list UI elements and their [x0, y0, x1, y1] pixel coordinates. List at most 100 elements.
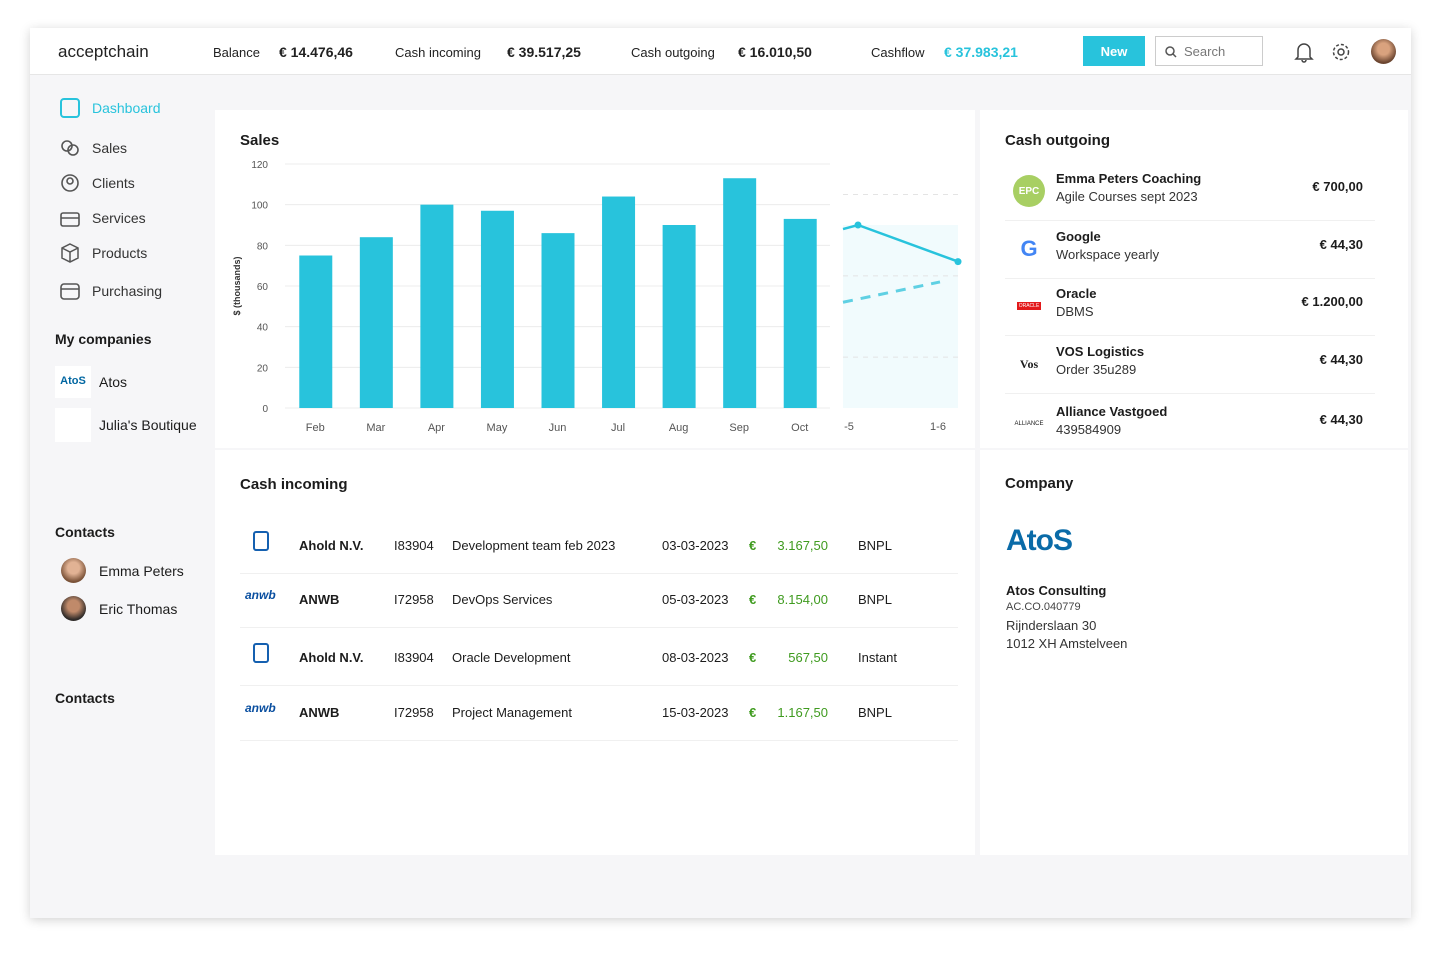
avatar: [61, 558, 86, 583]
contact-eric-thomas[interactable]: Eric Thomas: [99, 601, 178, 617]
bar: [602, 196, 636, 408]
x-tick-label: Oct: [791, 422, 808, 434]
invoice-id: I83904: [394, 650, 434, 665]
logo-text: G: [1020, 236, 1038, 261]
sidebar-item-dashboard[interactable]: Dashboard: [60, 98, 161, 118]
search-input[interactable]: Search: [1155, 36, 1263, 66]
sidebar-item-services[interactable]: Services: [60, 208, 146, 228]
user-avatar[interactable]: [1371, 39, 1396, 64]
cash-outgoing-card: Cash outgoing EPC Emma Peters Coaching A…: [980, 110, 1408, 454]
vendor-logo: ORACLE: [1013, 290, 1045, 322]
vendor-name: Emma Peters Coaching: [1056, 171, 1202, 186]
vendor-logo: EPC: [1013, 175, 1045, 207]
sidebar-item-label: Purchasing: [92, 283, 163, 299]
table-row[interactable]: anwb ANWB I72958 DevOps Services 05-03-2…: [240, 572, 958, 628]
company-julias-boutique[interactable]: Julia's Boutique: [99, 417, 197, 433]
x-tick-label: Aug: [669, 422, 689, 434]
app-window: acceptchain Balance € 14.476,46 Cash inc…: [30, 28, 1411, 918]
amount: 1.167,50: [777, 705, 828, 720]
vendor-name: Google: [1056, 229, 1101, 244]
amount: € 700,00: [1312, 179, 1363, 194]
sidebar-item-products[interactable]: Products: [60, 243, 147, 263]
outgoing-item[interactable]: G Google Workspace yearly € 44,30: [1005, 223, 1375, 279]
cash-outgoing-label: Cash outgoing: [631, 45, 715, 60]
company-city: 1012 XH Amstelveen: [1006, 636, 1128, 651]
vendor-name: VOS Logistics: [1056, 344, 1145, 359]
balance-value: € 14.476,46: [279, 44, 353, 60]
my-companies-heading: My companies: [55, 331, 152, 347]
amount: 3.167,50: [777, 538, 828, 553]
sidebar-item-sales[interactable]: Sales: [60, 138, 127, 158]
x-tick-label: Apr: [428, 422, 445, 434]
invoice-id: I72958: [394, 705, 434, 720]
logo[interactable]: acceptchain: [58, 42, 149, 61]
anwb-logo: anwb: [245, 588, 276, 602]
logo-text: EPC: [1018, 185, 1040, 197]
gear-icon[interactable]: [1330, 41, 1352, 63]
company: Ahold N.V.: [299, 538, 364, 553]
x-tick-label: May: [487, 422, 508, 434]
x-tick-label: Sep: [729, 422, 749, 434]
x-tick-label: Mar: [366, 422, 385, 434]
bar: [541, 233, 575, 408]
amount: 8.154,00: [777, 592, 828, 607]
new-button[interactable]: New: [1083, 36, 1145, 66]
table-row[interactable]: anwb ANWB I72958 Project Management 15-0…: [240, 685, 958, 741]
payment-type: BNPL: [858, 592, 892, 607]
x-tick-label: Jun: [549, 422, 567, 434]
outgoing-item[interactable]: ORACLE Oracle DBMS € 1.200,00: [1005, 280, 1375, 336]
bell-icon[interactable]: [1294, 41, 1314, 63]
amount: € 1.200,00: [1301, 294, 1363, 309]
y-tick-label: 60: [257, 282, 269, 293]
date: 08-03-2023: [662, 650, 729, 665]
description: Project Management: [452, 705, 572, 720]
search-icon: [1165, 46, 1177, 58]
x-tick-label: 1-6: [930, 421, 946, 433]
contacts-heading: Contacts: [55, 524, 115, 540]
vendor-logo: ALLIANCE: [1013, 408, 1045, 440]
sidebar-item-purchasing[interactable]: Purchasing: [60, 281, 162, 301]
company-code: AC.CO.040779: [1006, 601, 1081, 613]
wallet-icon: [60, 283, 80, 300]
y-tick-label: 20: [257, 363, 269, 374]
sidebar-item-clients[interactable]: Clients: [60, 173, 135, 193]
table-row[interactable]: Ahold N.V. I83904 Oracle Development 08-…: [240, 630, 958, 686]
bar: [420, 204, 454, 408]
box-icon: [61, 243, 79, 263]
payment-type: BNPL: [858, 538, 892, 553]
sales-icon: [61, 140, 79, 156]
company-atos[interactable]: Atos: [99, 374, 128, 390]
date: 03-03-2023: [662, 538, 729, 553]
currency: €: [749, 538, 757, 553]
balance-label: Balance: [213, 45, 260, 60]
line-point: [854, 221, 862, 229]
anwb-logo: anwb: [245, 701, 276, 715]
table-row[interactable]: Ahold N.V. I83904 Development team feb 2…: [240, 518, 958, 574]
currency: €: [749, 592, 757, 607]
vendor-logo: Vos: [1013, 348, 1045, 380]
vendor-description: DBMS: [1056, 304, 1094, 319]
currency: €: [749, 650, 757, 665]
date: 05-03-2023: [662, 592, 729, 607]
contact-emma-peters[interactable]: Emma Peters: [99, 563, 184, 579]
sales-chart: 0 20 40 60 80 100 120 $ (thousands) Feb Mar Apr May…: [232, 160, 962, 434]
sidebar-item-label: Services: [92, 210, 146, 226]
briefcase-icon: [60, 212, 80, 227]
cash-outgoing-title: Cash outgoing: [1005, 132, 1110, 149]
header: acceptchain Balance € 14.476,46 Cash inc…: [30, 28, 1411, 75]
amount: € 44,30: [1319, 237, 1363, 252]
bar: [783, 218, 817, 408]
ahold-logo: [253, 531, 269, 551]
cashflow-value: € 37.983,21: [944, 44, 1018, 60]
line-point: [954, 258, 962, 266]
y-tick-label: 120: [251, 160, 268, 171]
cash-incoming-title: Cash incoming: [240, 476, 348, 493]
cash-incoming-label: Cash incoming: [395, 45, 481, 60]
outgoing-item[interactable]: ALLIANCE Alliance Vastgoed 439584909 € 4…: [1005, 398, 1375, 454]
outgoing-item[interactable]: EPC Emma Peters Coaching Agile Courses s…: [1005, 165, 1375, 221]
invoice-id: I83904: [394, 538, 434, 553]
outgoing-item[interactable]: Vos VOS Logistics Order 35u289 € 44,30: [1005, 338, 1375, 394]
sidebar-item-label: Dashboard: [92, 100, 161, 116]
invoice-id: I72958: [394, 592, 434, 607]
description: Development team feb 2023: [452, 538, 616, 553]
